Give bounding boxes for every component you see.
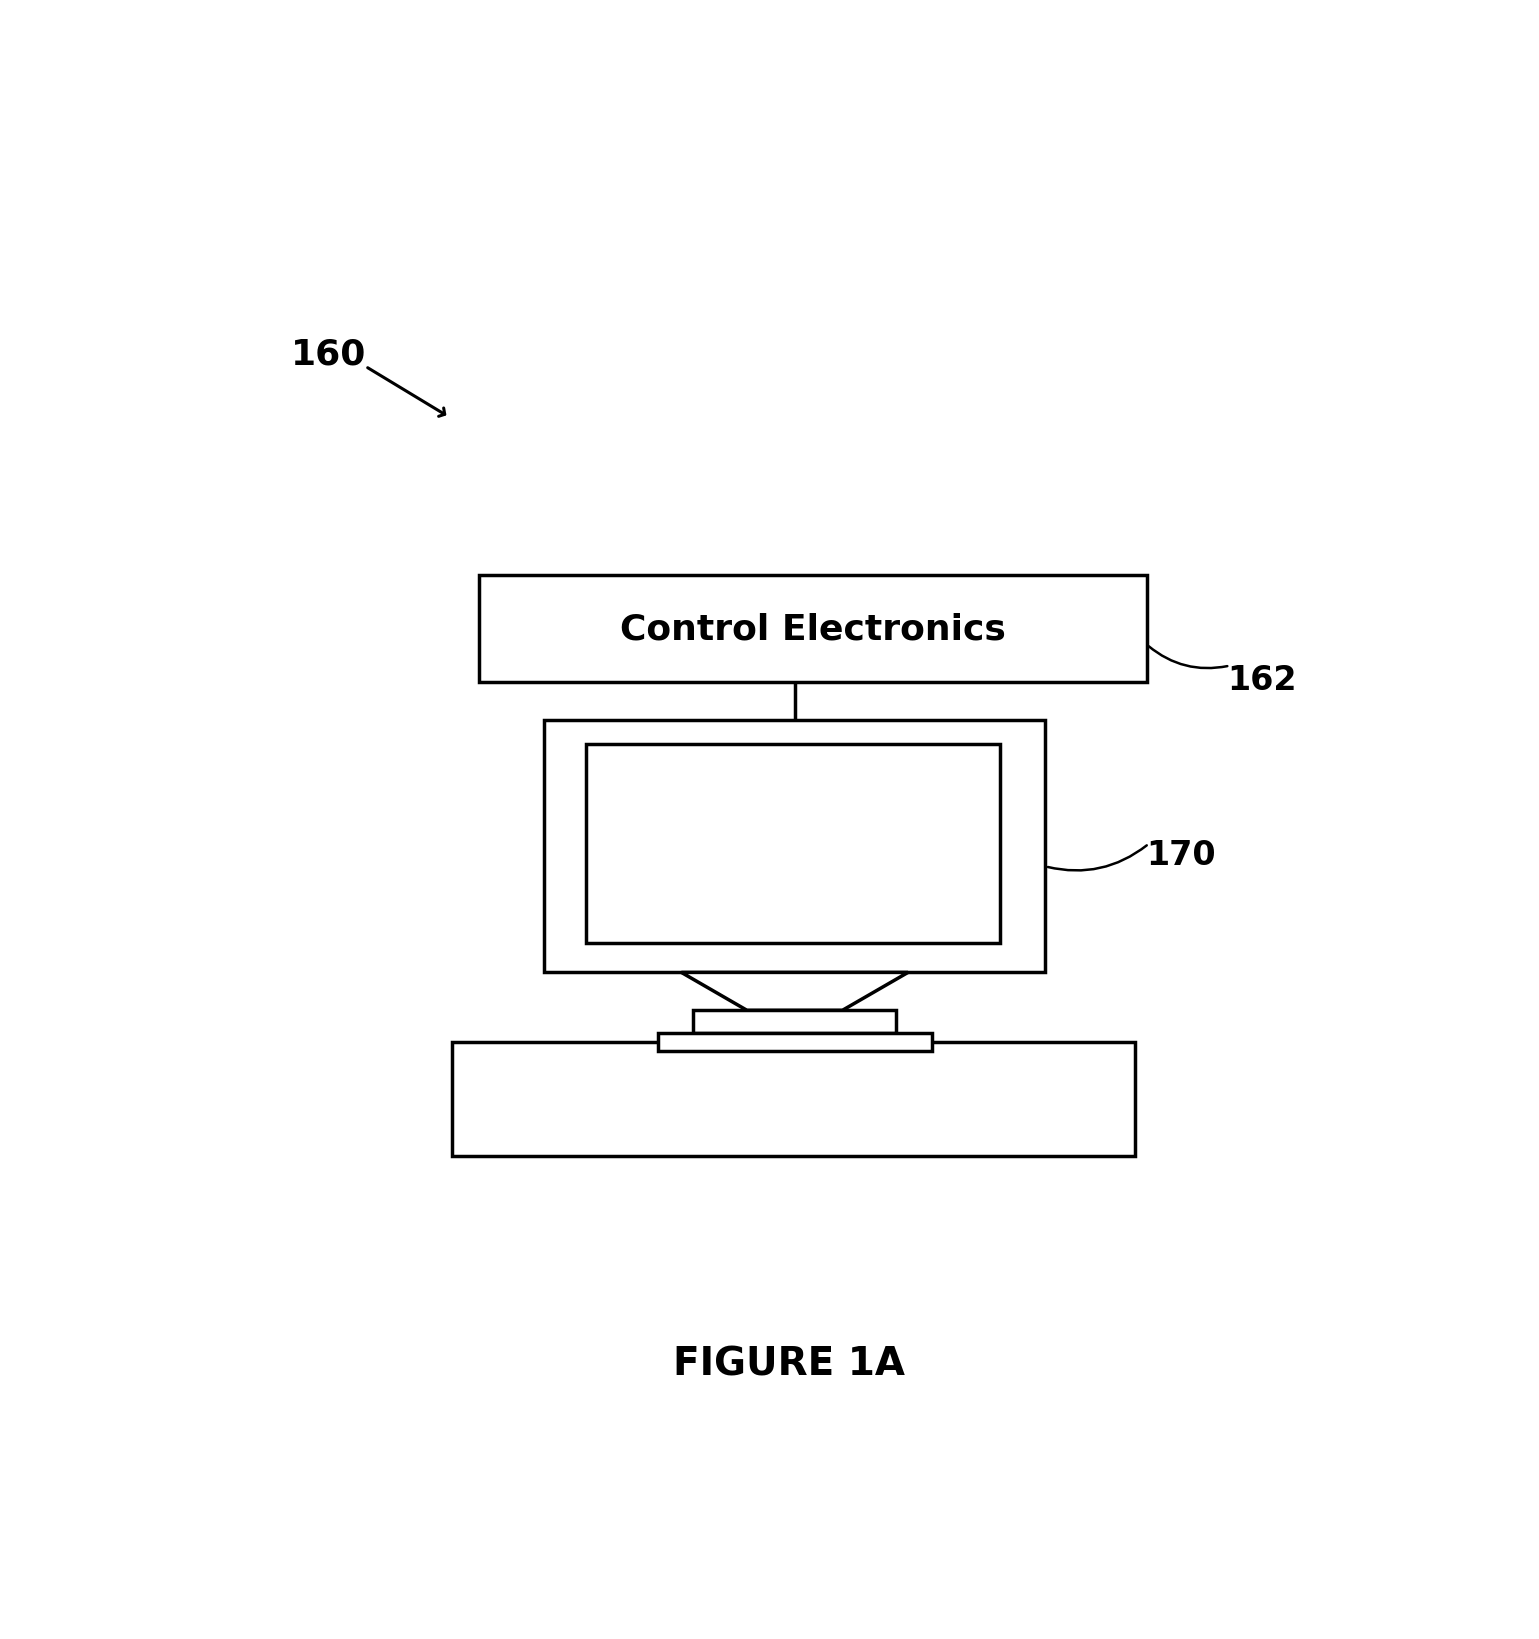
Bar: [586, 744, 1000, 944]
Bar: [545, 721, 1045, 974]
Bar: [479, 575, 1147, 682]
Text: 160: 160: [291, 338, 366, 372]
Text: FIGURE 1A: FIGURE 1A: [673, 1346, 905, 1383]
Bar: [657, 1034, 933, 1051]
Polygon shape: [682, 974, 908, 1011]
Bar: [693, 1011, 896, 1034]
Text: Control Electronics: Control Electronics: [620, 611, 1005, 646]
Bar: [452, 1042, 1134, 1155]
Text: 170: 170: [1147, 839, 1216, 872]
Text: 162: 162: [1228, 664, 1297, 697]
